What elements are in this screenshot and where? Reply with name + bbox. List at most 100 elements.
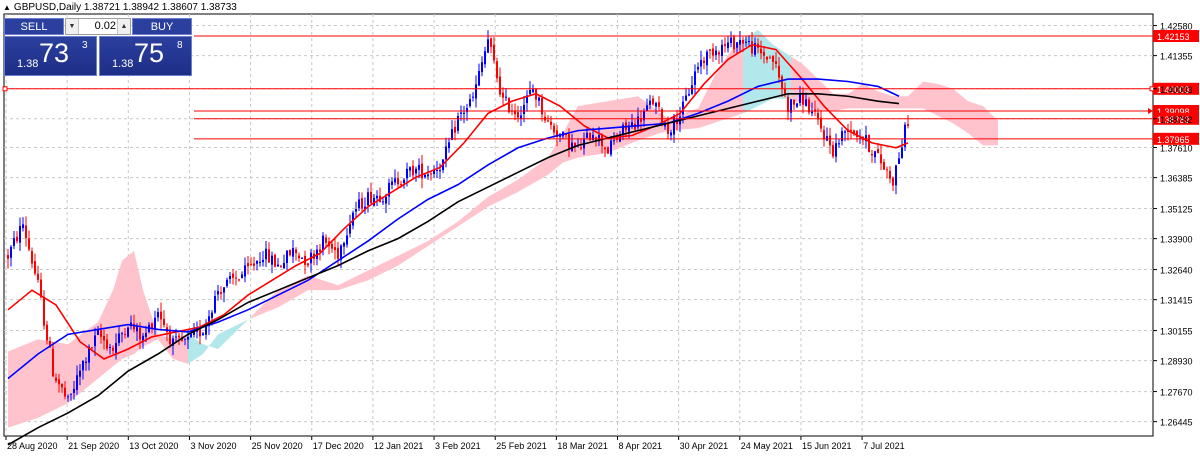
chart-grid — [3, 13, 1154, 437]
candle-body — [430, 173, 432, 175]
candle-body — [13, 238, 15, 246]
plot-frame — [3, 13, 1154, 437]
cloud-bullish — [251, 39, 743, 319]
candle-body — [94, 335, 96, 347]
candle-body — [220, 291, 222, 294]
candle-body — [514, 110, 516, 115]
candle-body — [553, 125, 555, 133]
candle-body — [541, 98, 543, 115]
candle-body — [478, 70, 480, 86]
x-tick-label: 13 Oct 2020 — [129, 441, 178, 451]
collapse-triangle-icon[interactable]: ▲ — [3, 3, 11, 12]
lot-size-field[interactable]: ▼ 0.02 ▲ — [65, 18, 131, 35]
candle-body — [460, 112, 462, 114]
candle-body — [529, 89, 531, 95]
candle-body — [250, 263, 252, 265]
sell-button[interactable]: SELL — [4, 18, 64, 35]
candle-body — [496, 61, 498, 79]
candle-body — [364, 206, 366, 209]
candle-body — [805, 99, 807, 106]
candle-body — [532, 89, 534, 93]
candle-body — [640, 118, 642, 123]
candle-body — [277, 264, 279, 267]
candle-body — [361, 198, 363, 209]
y-tick-label: 1.26445 — [1160, 418, 1193, 428]
candle-body — [523, 104, 525, 115]
candle-body — [742, 39, 744, 44]
candle-body — [700, 60, 702, 67]
buy-price-box[interactable]: 1.38 75 8 — [99, 36, 192, 76]
candle-body — [391, 181, 393, 185]
y-tick-label: 1.38782 — [1160, 115, 1193, 125]
buy-button[interactable]: BUY — [132, 18, 192, 35]
candle-body — [331, 243, 333, 249]
candle-body — [796, 103, 798, 107]
candle-body — [781, 76, 783, 89]
candle-body — [709, 49, 711, 51]
candle-body — [346, 235, 348, 245]
candle-body — [394, 178, 396, 183]
candle-body — [172, 338, 174, 346]
candle-body — [751, 41, 753, 54]
y-tick-label: 1.27670 — [1160, 388, 1193, 398]
candle-body — [52, 348, 54, 377]
candle-body — [568, 133, 570, 150]
candle-body — [289, 249, 291, 256]
candle-body — [355, 209, 357, 212]
candle-body — [838, 143, 840, 145]
candle-body — [157, 312, 159, 318]
candle-body — [295, 249, 297, 254]
buy-price-big: 75 — [134, 38, 165, 68]
candle-body — [343, 243, 345, 247]
candle-body — [517, 112, 519, 118]
candle-body — [589, 132, 591, 141]
candle-body — [19, 226, 21, 243]
candle-body — [259, 261, 261, 263]
lot-increase-icon[interactable]: ▲ — [117, 19, 130, 34]
candle-body — [526, 95, 528, 104]
candle-body — [637, 116, 639, 128]
candle-body — [40, 279, 42, 298]
candle-body — [103, 336, 105, 341]
candle-body — [817, 112, 819, 120]
lot-value[interactable]: 0.02 — [94, 20, 116, 32]
candle-body — [487, 39, 489, 53]
candle-body — [283, 262, 285, 269]
candle-body — [403, 179, 405, 184]
y-tick-label: 1.28930 — [1160, 357, 1193, 367]
candle-body — [481, 62, 483, 73]
cloud-bullish — [8, 250, 188, 428]
candle-body — [880, 154, 882, 164]
moving-averages — [7, 43, 909, 446]
candle-body — [778, 65, 780, 78]
candle-body — [139, 328, 141, 340]
candle-body — [382, 201, 384, 203]
candle-body — [844, 131, 846, 133]
buy-price-sup: 8 — [177, 40, 183, 51]
candle-body — [448, 142, 450, 149]
x-tick-label: 24 May 2021 — [741, 441, 793, 451]
lot-decrease-icon[interactable]: ▼ — [66, 19, 79, 34]
one-click-trading-panel: SELL ▼ 0.02 ▲ BUY 1.38 73 3 1.38 75 8 — [4, 18, 192, 76]
candle-body — [565, 134, 567, 136]
ma-red-line — [7, 43, 909, 360]
candle-body — [718, 52, 720, 55]
candle-body — [508, 98, 510, 113]
candle-body — [697, 66, 699, 70]
candle-body — [721, 44, 723, 56]
candle-body — [574, 142, 576, 147]
candle-body — [358, 199, 360, 209]
candle-body — [340, 245, 342, 260]
candle-body — [748, 40, 750, 42]
candle-body — [217, 291, 219, 295]
sell-price-box[interactable]: 1.38 73 3 — [4, 36, 97, 76]
candle-body — [91, 347, 93, 349]
candle-body — [409, 167, 411, 171]
candle-body — [286, 250, 288, 264]
candle-body — [307, 263, 309, 266]
candle-body — [244, 265, 246, 277]
candle-body — [199, 328, 201, 337]
candle-body — [820, 117, 822, 129]
